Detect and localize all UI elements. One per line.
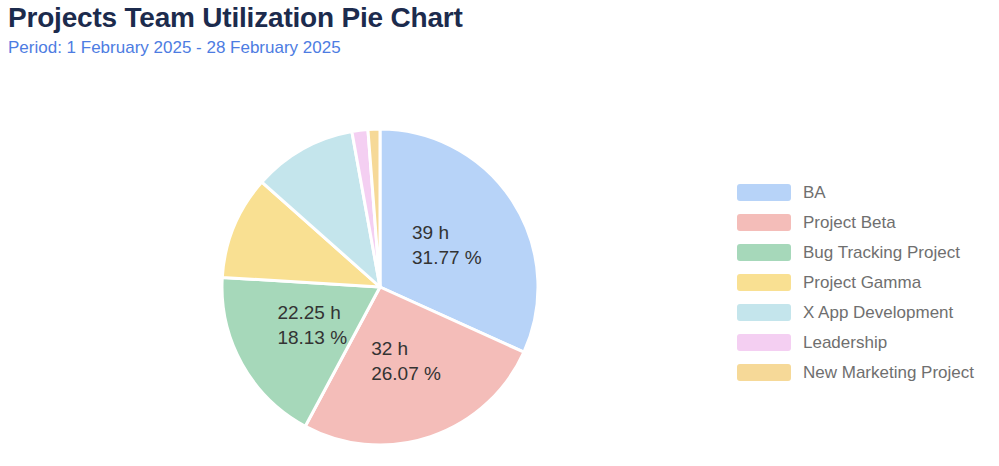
- legend-color-swatch: [737, 214, 791, 231]
- legend-label: Project Gamma: [803, 274, 921, 291]
- slice-percent-label-ba: 31.77 %: [412, 247, 482, 268]
- legend-color-swatch: [737, 274, 791, 291]
- report-canvas: Projects Team Utilization Pie Chart Peri…: [0, 0, 999, 466]
- pie-slices-group: [222, 129, 538, 445]
- legend-label: New Marketing Project: [803, 364, 974, 381]
- legend-color-swatch: [737, 184, 791, 201]
- slice-hours-label-bug-tracking-project: 22.25 h: [277, 302, 340, 323]
- slice-hours-label-ba: 39 h: [412, 222, 449, 243]
- legend-item-project-gamma[interactable]: Project Gamma: [737, 274, 974, 291]
- slice-hours-label-project-beta: 32 h: [371, 338, 408, 359]
- legend-label: BA: [803, 184, 826, 201]
- legend-color-swatch: [737, 244, 791, 261]
- legend: BA Project Beta Bug Tracking Project Projec…: [737, 184, 974, 381]
- legend-item-leadership[interactable]: Leadership: [737, 334, 974, 351]
- legend-item-project-beta[interactable]: Project Beta: [737, 214, 974, 231]
- legend-color-swatch: [737, 364, 791, 381]
- slice-percent-label-project-beta: 26.07 %: [371, 363, 441, 384]
- legend-item-ba[interactable]: BA: [737, 184, 974, 201]
- legend-item-new-marketing-project[interactable]: New Marketing Project: [737, 364, 974, 381]
- legend-item-bug-tracking-project[interactable]: Bug Tracking Project: [737, 244, 974, 261]
- legend-item-x-app-development[interactable]: X App Development: [737, 304, 974, 321]
- legend-color-swatch: [737, 304, 791, 321]
- legend-label: X App Development: [803, 304, 953, 321]
- legend-label: Leadership: [803, 334, 887, 351]
- legend-label: Project Beta: [803, 214, 896, 231]
- legend-color-swatch: [737, 334, 791, 351]
- slice-percent-label-bug-tracking-project: 18.13 %: [277, 327, 347, 348]
- legend-label: Bug Tracking Project: [803, 244, 960, 261]
